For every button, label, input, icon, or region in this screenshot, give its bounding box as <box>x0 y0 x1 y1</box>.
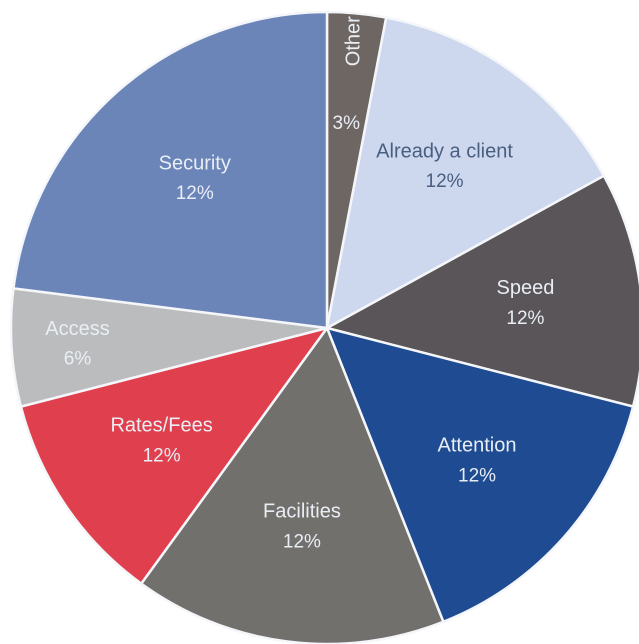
slice-label-security: Security <box>159 152 231 174</box>
slice-percent-facilities: 12% <box>283 531 321 552</box>
slice-label-speed: Speed <box>497 277 555 299</box>
slice-label-other: Other <box>343 16 365 66</box>
slice-percent-attention: 12% <box>458 465 496 486</box>
slice-percent-security: 12% <box>176 183 214 204</box>
slice-label-already-a-client: Already a client <box>376 140 513 162</box>
slice-percent-other: 3% <box>333 113 361 134</box>
slice-label-attention: Attention <box>438 435 517 457</box>
slice-label-access: Access <box>45 318 109 340</box>
slice-percent-access: 6% <box>64 349 92 370</box>
slice-label-facilities: Facilities <box>263 501 341 523</box>
slice-percent-rates-fees: 12% <box>143 445 181 466</box>
slice-label-rates-fees: Rates/Fees <box>110 415 212 437</box>
slice-percent-already-a-client: 12% <box>426 171 464 192</box>
slice-percent-speed: 12% <box>506 308 544 329</box>
slice-label-group-other: Other <box>343 16 365 66</box>
